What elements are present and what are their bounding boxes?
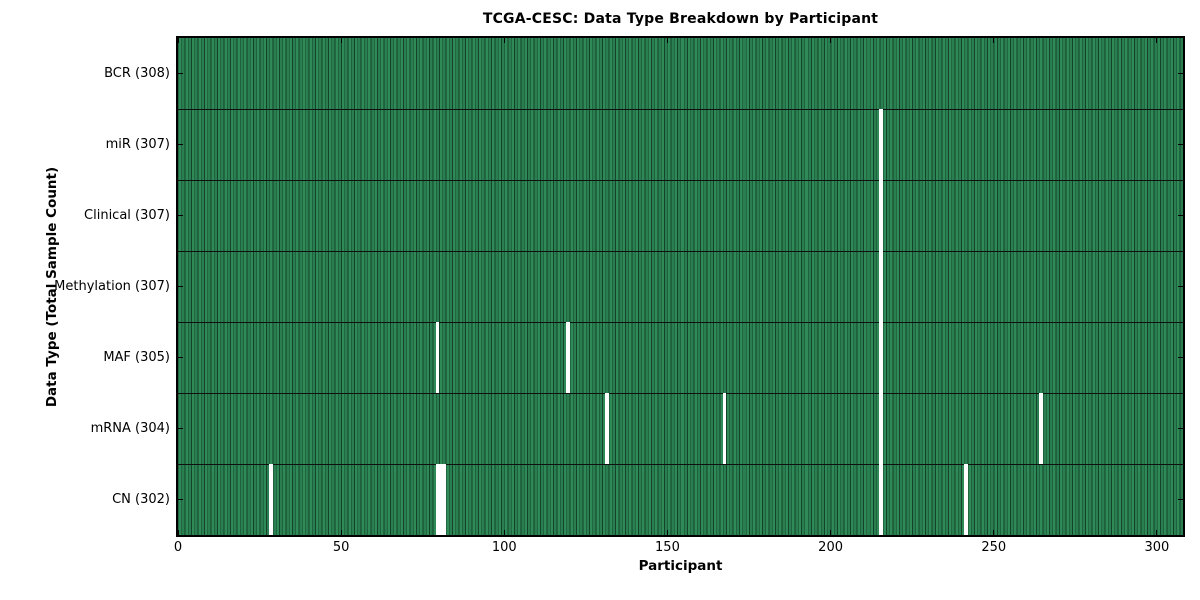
- x-tick: [340, 38, 342, 43]
- x-tick: [340, 530, 342, 535]
- y-tick: [1178, 286, 1183, 287]
- absent-bar-cn-80: [438, 464, 443, 535]
- x-axis-label: Participant: [638, 558, 723, 574]
- x-tick-label-0: 0: [173, 540, 183, 555]
- x-tick: [830, 38, 832, 43]
- absent-bar-mrna-131: [605, 393, 609, 464]
- x-tick: [177, 530, 179, 535]
- y-tick: [178, 144, 183, 145]
- x-tick-label-250: 250: [981, 540, 1007, 555]
- y-tick: [178, 499, 183, 500]
- heatmap-row-cn: [178, 464, 1183, 535]
- x-tick: [993, 38, 995, 43]
- heatmap-row-maf: [178, 322, 1183, 393]
- absent-bar-maf-79: [435, 322, 440, 393]
- y-tick: [1178, 499, 1183, 500]
- heatmap-row-methylation: [178, 251, 1183, 322]
- plot-area: Present Absent: [176, 36, 1185, 537]
- absent-bar-mir-215: [879, 109, 883, 180]
- x-tick-label-300: 300: [1144, 540, 1170, 555]
- chart-title: TCGA-CESC: Data Type Breakdown by Partic…: [482, 11, 879, 27]
- y-tick: [178, 73, 183, 74]
- y-tick: [178, 215, 183, 216]
- x-tick: [1156, 38, 1158, 43]
- y-tick-label-cn: CN (302): [112, 492, 170, 507]
- absent-bar-cn-28: [269, 464, 273, 535]
- y-tick: [1178, 73, 1183, 74]
- absent-bar-cn-79: [435, 464, 440, 535]
- y-tick: [1178, 428, 1183, 429]
- x-tick: [503, 38, 505, 43]
- x-tick: [177, 38, 179, 43]
- y-tick: [178, 357, 183, 358]
- y-tick-label-bcr: BCR (308): [104, 66, 170, 81]
- absent-bar-maf-215: [879, 322, 883, 393]
- heatmap-row-mir: [178, 109, 1183, 180]
- absent-bar-mrna-215: [879, 393, 883, 464]
- y-tick-label-mir: miR (307): [105, 137, 170, 152]
- absent-bar-cn-81: [442, 464, 446, 535]
- x-tick-label-150: 150: [655, 540, 680, 555]
- absent-bar-clinical-215: [879, 180, 883, 251]
- x-tick-label-50: 50: [332, 540, 350, 555]
- absent-bar-mrna-264: [1039, 393, 1043, 464]
- y-tick: [1178, 215, 1183, 216]
- heatmap-row-clinical: [178, 180, 1183, 251]
- x-tick: [666, 530, 668, 535]
- absent-bar-cn-241: [964, 464, 968, 535]
- y-tick: [178, 286, 183, 287]
- x-tick-label-100: 100: [491, 540, 517, 555]
- absent-bar-methylation-215: [879, 251, 883, 322]
- y-tick: [178, 428, 183, 429]
- y-tick-label-clinical: Clinical (307): [84, 208, 170, 223]
- y-tick-label-maf: MAF (305): [103, 350, 170, 365]
- x-tick: [503, 530, 505, 535]
- x-tick-label-200: 200: [818, 540, 844, 555]
- y-tick: [1178, 357, 1183, 358]
- x-tick: [993, 530, 995, 535]
- absent-bar-cn-215: [879, 464, 883, 535]
- absent-bar-maf-119: [566, 322, 570, 393]
- y-tick-label-mrna: mRNA (304): [90, 421, 170, 436]
- heatmap-row-bcr: [178, 38, 1183, 109]
- x-tick: [666, 38, 668, 43]
- y-tick: [1178, 144, 1183, 145]
- y-tick-label-methylation: Methylation (307): [54, 279, 170, 294]
- x-tick: [1156, 530, 1158, 535]
- heatmap-rows: [178, 38, 1183, 535]
- absent-bar-mrna-167: [722, 393, 727, 464]
- x-tick: [830, 530, 832, 535]
- heatmap-row-mrna: [178, 393, 1183, 464]
